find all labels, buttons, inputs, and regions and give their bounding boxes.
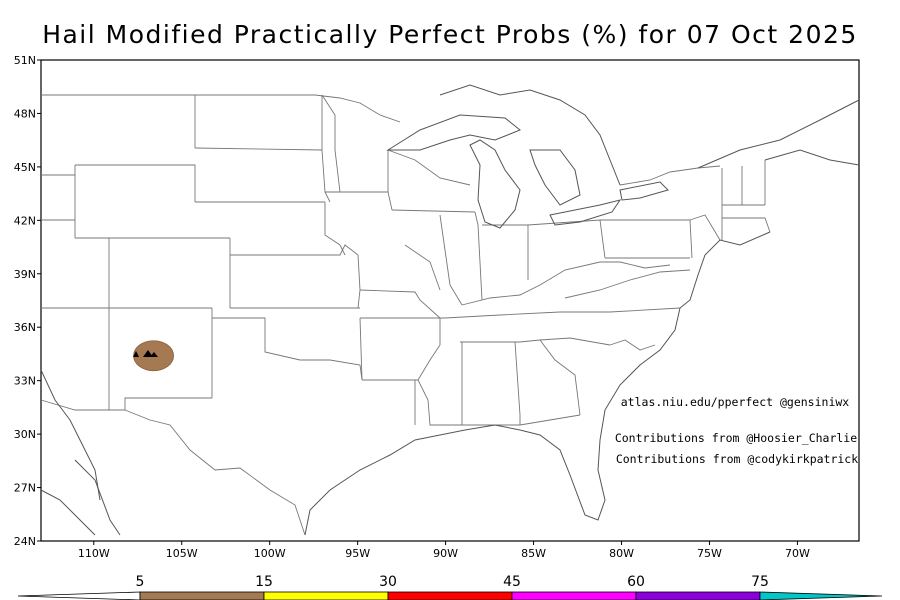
hail-probability-area bbox=[133, 340, 174, 372]
state-borders bbox=[40, 94, 771, 536]
lat-tick-label: 36N bbox=[14, 321, 36, 334]
lat-tick-label: 45N bbox=[14, 161, 36, 174]
colorbar-bin bbox=[511, 591, 637, 600]
colorbar-bin bbox=[139, 591, 265, 600]
colorbar-bin bbox=[387, 591, 513, 600]
colorbar-bin bbox=[635, 591, 761, 600]
colorbar-low-arrow bbox=[17, 591, 141, 600]
lon-tick-label: 105W bbox=[166, 547, 198, 560]
lon-tick-label: 100W bbox=[254, 547, 286, 560]
colorbar: 5 15 30 45 60 75 bbox=[17, 574, 883, 600]
colorbar-label: 60 bbox=[627, 574, 645, 590]
lon-tick-label: 110W bbox=[78, 547, 110, 560]
lon-tick-label: 80W bbox=[609, 547, 634, 560]
coastlines bbox=[40, 84, 860, 536]
lat-tick-label: 48N bbox=[14, 107, 36, 120]
credit-line-3: Contributions from @codykirkpatrick bbox=[616, 452, 858, 466]
colorbar-label: 15 bbox=[255, 574, 273, 590]
longitude-ticks: 110W 105W 100W 95W 90W 85W 80W 75W 70W bbox=[78, 541, 810, 560]
credit-line-2: Contributions from @Hoosier_Charlie bbox=[615, 431, 857, 445]
lon-tick-label: 85W bbox=[521, 547, 546, 560]
colorbar-high-arrow bbox=[759, 591, 883, 600]
colorbar-label: 75 bbox=[751, 574, 769, 590]
lon-tick-label: 75W bbox=[697, 547, 722, 560]
lat-tick-label: 30N bbox=[14, 428, 36, 441]
colorbar-bin bbox=[263, 591, 389, 600]
lat-tick-label: 24N bbox=[14, 535, 36, 548]
credit-line-1: atlas.niu.edu/pperfect @gensiniwx bbox=[621, 395, 850, 409]
lat-tick-label: 33N bbox=[14, 375, 36, 388]
lat-tick-label: 42N bbox=[14, 214, 36, 227]
lat-tick-label: 51N bbox=[14, 54, 36, 67]
map-title: Hail Modified Practically Perfect Probs … bbox=[42, 20, 858, 49]
lon-tick-label: 95W bbox=[345, 547, 370, 560]
colorbar-label: 5 bbox=[136, 574, 145, 590]
map-frame bbox=[40, 59, 860, 542]
colorbar-label: 30 bbox=[379, 574, 397, 590]
colorbar-label: 45 bbox=[503, 574, 521, 590]
latitude-ticks: 51N 48N 45N 42N 39N 36N 33N 30N 27N 24N bbox=[14, 54, 41, 548]
lat-tick-label: 39N bbox=[14, 268, 36, 281]
terrain-marker-icon bbox=[133, 350, 158, 357]
lon-tick-label: 90W bbox=[433, 547, 458, 560]
lon-tick-label: 70W bbox=[785, 547, 810, 560]
lat-tick-label: 27N bbox=[14, 482, 36, 495]
